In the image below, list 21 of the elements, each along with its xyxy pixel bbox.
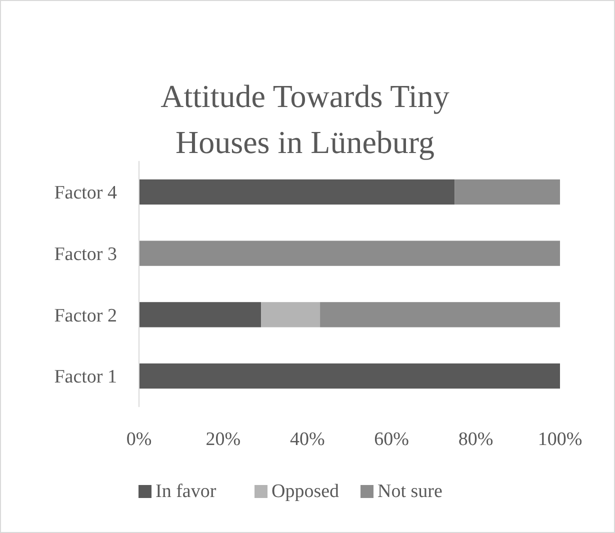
x-tick-label: 80% <box>458 429 494 450</box>
x-tick-label: 40% <box>290 429 325 450</box>
bar <box>139 240 560 266</box>
y-tick-label: Factor 2 <box>54 305 117 326</box>
x-tick-label: 0% <box>126 429 152 450</box>
legend-label: Opposed <box>272 481 340 502</box>
y-tick-label: Factor 3 <box>54 244 117 265</box>
bar <box>139 179 455 205</box>
x-tick-label: 100% <box>538 429 582 450</box>
chart-title: Attitude Towards Tiny Houses in Lüneburg <box>160 78 450 160</box>
legend-label: Not sure <box>378 481 442 502</box>
bar <box>139 302 262 328</box>
legend-label: In favor <box>156 481 217 502</box>
bar <box>454 179 560 205</box>
bar <box>320 302 560 328</box>
y-tick-label: Factor 4 <box>54 182 118 204</box>
bar <box>261 302 320 328</box>
x-tick-label: 20% <box>206 429 241 450</box>
bar <box>139 363 560 389</box>
y-tick-label: Factor 1 <box>54 366 117 388</box>
x-tick-label: 60% <box>374 429 410 450</box>
